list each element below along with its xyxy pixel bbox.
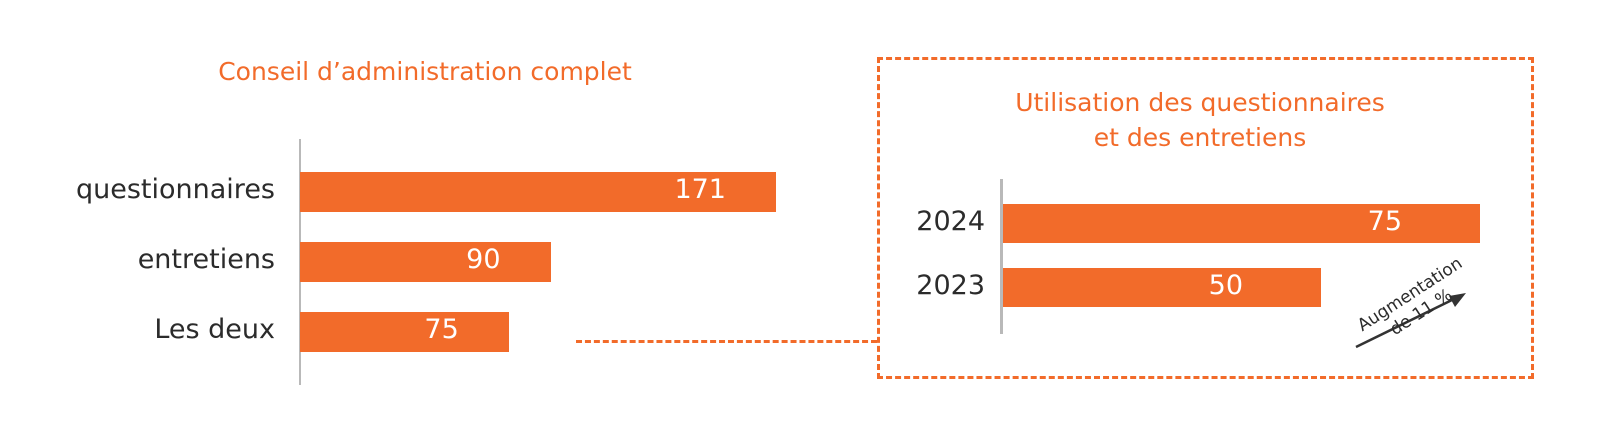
right-chart-axis bbox=[1000, 179, 1003, 334]
bar-value-label: 90 bbox=[466, 244, 501, 275]
bar-entretiens bbox=[300, 242, 551, 282]
bar-2023 bbox=[1003, 268, 1321, 307]
category-label: questionnaires bbox=[76, 174, 275, 205]
bar-value-label: 75 bbox=[424, 314, 459, 345]
left-chart-title: Conseil d’administration complet bbox=[218, 57, 632, 86]
bar-2024 bbox=[1003, 204, 1480, 243]
bar-value-label: 50 bbox=[1208, 269, 1243, 301]
category-label: entretiens bbox=[137, 244, 275, 275]
bar-les-deux bbox=[300, 312, 509, 352]
category-label: 2023 bbox=[916, 269, 985, 301]
bar-value-label: 75 bbox=[1367, 205, 1402, 237]
bar-questionnaires bbox=[300, 172, 776, 212]
right-chart-panel bbox=[877, 57, 1534, 379]
right-chart-title-line-1: Utilisation des questionnaires bbox=[1015, 88, 1385, 117]
bar-value-label: 171 bbox=[674, 174, 726, 205]
connector-dashed-line bbox=[576, 340, 877, 343]
category-label: Les deux bbox=[154, 314, 275, 345]
right-chart-title-line-2: et des entretiens bbox=[1093, 123, 1307, 152]
category-label: 2024 bbox=[916, 205, 985, 237]
